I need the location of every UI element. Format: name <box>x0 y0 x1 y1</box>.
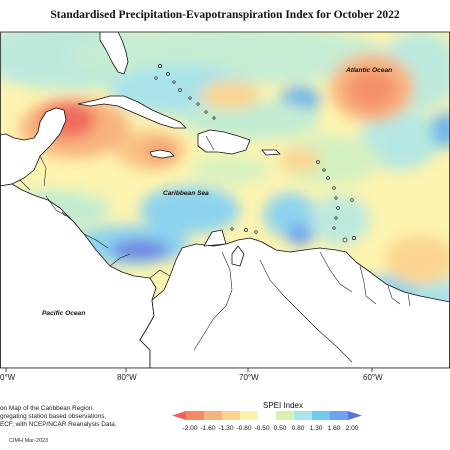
legend-swatch <box>186 411 204 420</box>
legend-tick: -1.60 <box>200 425 216 432</box>
legend-swatch <box>294 411 312 420</box>
footnote-line: on Map of the Caribbean Region. <box>0 405 95 412</box>
legend-tick: -0.80 <box>236 425 252 432</box>
legend-swatch <box>240 411 258 420</box>
pacific-ocean-label: Pacific Ocean <box>42 310 85 317</box>
legend-tick: 1.30 <box>309 425 323 432</box>
puerto-rico-island <box>261 149 281 156</box>
legend-tick: -0.50 <box>254 425 270 432</box>
legend-tick: 0.80 <box>291 425 305 432</box>
legend-colorbar <box>172 411 362 420</box>
longitude-label: 70°W <box>239 373 259 382</box>
longitude-label: 60°W <box>363 373 383 382</box>
legend-swatch <box>222 411 240 420</box>
legend-tick: 1.60 <box>327 425 341 432</box>
legend-title: SPEI Index <box>262 401 304 410</box>
mexico-land <box>0 107 67 187</box>
legend-swatch-low <box>172 411 186 420</box>
florida-land <box>99 32 129 75</box>
footnote-line: ECF, with NCEP/NCAR Reanalysis Data. <box>0 421 117 428</box>
legend-swatch <box>330 411 348 420</box>
legend-tick: -2.00 <box>182 425 198 432</box>
legend-tick: -1.30 <box>218 425 234 432</box>
legend-swatch <box>258 411 276 420</box>
legend-swatch <box>312 411 330 420</box>
legend-tick: 2.00 <box>345 425 359 432</box>
footnote-line: gregating station based observations, <box>0 413 107 420</box>
land-masses <box>0 32 450 368</box>
cuba-island <box>77 95 187 129</box>
south-america-land <box>139 237 450 368</box>
map-title: Standardised Precipitation-Evapotranspir… <box>50 9 400 21</box>
atlantic-ocean-label: Atlantic Ocean <box>345 67 392 74</box>
small-islands <box>154 64 356 243</box>
legend-tick: 0.50 <box>273 425 287 432</box>
lake-maracaibo <box>231 245 245 267</box>
longitude-label: 80°W <box>117 373 137 382</box>
longitude-label: 0°W <box>0 373 16 382</box>
longitude-ticks <box>5 368 373 372</box>
guajira-peninsula <box>203 229 227 247</box>
hispaniola-island <box>197 129 251 155</box>
jamaica-island <box>149 149 175 159</box>
legend-swatch <box>204 411 222 420</box>
country-borders <box>19 135 411 363</box>
legend-swatch <box>276 411 294 420</box>
caribbean-sea-label: Caribbean Sea <box>163 190 209 197</box>
credit-text: CIMH Mar-2023 <box>9 438 49 444</box>
spei-field <box>0 32 450 360</box>
legend-swatch-high <box>348 411 362 420</box>
